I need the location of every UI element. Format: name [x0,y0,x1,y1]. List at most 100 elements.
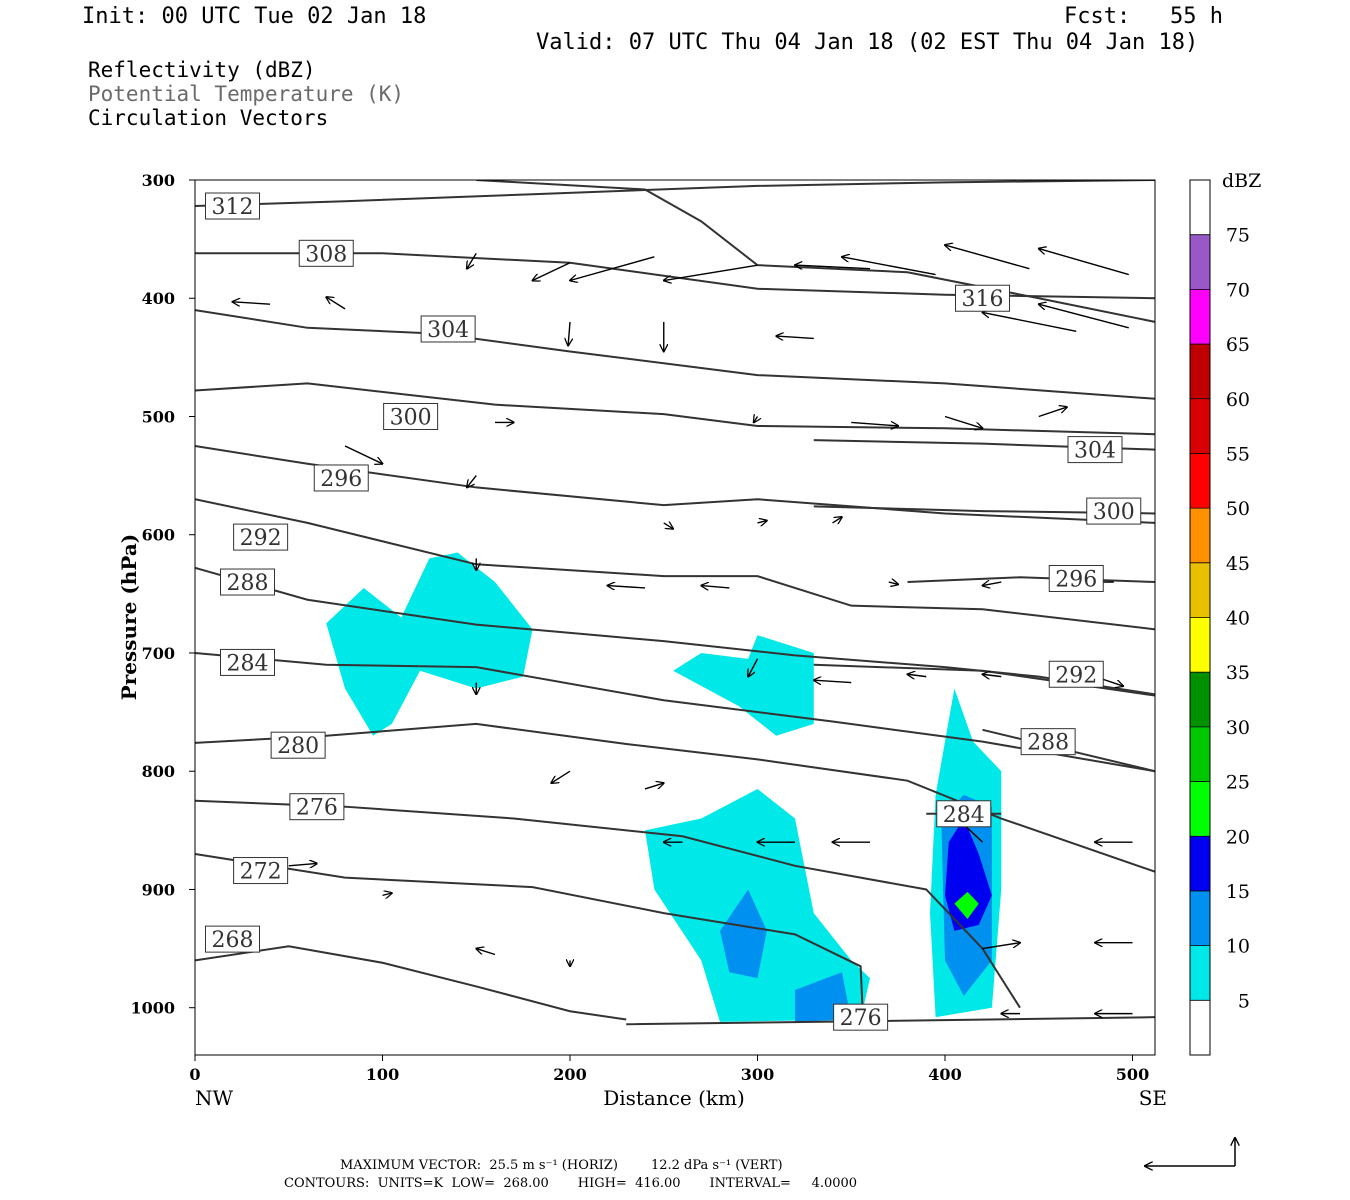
circulation-vector-8 [983,312,1077,333]
colorbar-level-25: 25 [1226,772,1250,794]
y-axis-label: Pressure (hPa) [117,534,141,701]
colorbar-bin-3 [1190,836,1210,891]
theta-label-8: 292 [233,523,289,551]
theta-contour-15 [195,799,1021,1009]
circulation-vector-33 [814,680,852,682]
theta-contour-17 [195,852,864,1008]
theta-label-14: 280 [270,731,326,759]
colorbar-level-60: 60 [1226,389,1250,411]
circulation-vector-35 [983,674,1002,676]
colorbar-level-20: 20 [1226,826,1250,848]
svg-text:268: 268 [212,928,254,953]
svg-text:316: 316 [962,287,1004,312]
y-tick-800: 800 [142,762,175,781]
svg-text:312: 312 [212,195,254,220]
colorbar-bin-2 [1190,890,1210,946]
circulation-vector-37 [644,783,664,790]
max-vector-note: MAXIMUM VECTOR: 25.5 m s⁻¹ (HORIZ) 12.2 … [340,1158,783,1173]
circulation-vector-24 [832,517,842,523]
svg-text:284: 284 [227,651,269,676]
theta-label-4: 300 [383,402,439,430]
colorbar-level-55: 55 [1226,443,1250,465]
circulation-vector-17 [851,422,898,426]
circulation-vector-11 [233,302,271,304]
theta-contour-2 [476,180,1155,323]
colorbar-level-70: 70 [1226,279,1250,301]
theta-label-17: 272 [233,857,289,885]
theta-label-19: 276 [833,1003,889,1031]
svg-text:272: 272 [240,860,282,885]
x-tick-200: 200 [553,1065,586,1084]
colorbar-bin-7 [1190,617,1210,673]
colorbar-level-10: 10 [1226,936,1250,958]
colorbar-level-45: 45 [1226,553,1250,575]
colorbar-bin-11 [1190,398,1210,454]
colorbar-bin-9 [1190,508,1210,563]
theta-label-3: 304 [420,315,476,343]
svg-text:276: 276 [840,1006,882,1031]
theta-label-7: 300 [1086,497,1142,525]
colorbar-level-5: 5 [1238,990,1250,1012]
reference-vector-icon [1145,1138,1235,1166]
x-tick-400: 400 [928,1065,961,1084]
circulation-vector-18 [944,415,983,428]
svg-text:300: 300 [390,405,432,430]
reflectivity-area-8 [954,891,979,920]
colorbar-level-30: 30 [1226,717,1250,739]
circulation-vector-34 [908,674,927,676]
circulation-vector-26 [608,586,646,588]
legend-reflectivity: Reflectivity (dBZ) [88,58,316,82]
colorbar-bin-5 [1190,726,1210,782]
theta-label-0: 312 [205,192,260,220]
colorbar-bin-0 [1190,1000,1210,1055]
circulation-vector-29 [983,582,1002,586]
theta-label-11: 292 [1048,660,1104,688]
circulation-vector-1 [570,256,655,281]
circulation-vector-3 [795,265,871,269]
legend-potential-temperature: Potential Temperature (K) [88,82,405,106]
svg-text:292: 292 [1055,663,1097,688]
y-tick-500: 500 [142,407,175,426]
svg-text:280: 280 [277,734,319,759]
vectors-layer [233,245,1133,1014]
circulation-vector-19 [1038,407,1067,418]
colorbar-bin-14 [1190,234,1210,290]
theta-label-9: 296 [1048,564,1104,592]
y-tick-300: 300 [142,171,175,190]
reflectivity-area-3 [720,889,767,979]
y-tick-600: 600 [142,526,175,545]
circulation-vector-49 [382,893,392,895]
colorbar-bin-8 [1190,562,1210,618]
circulation-vector-15 [754,416,758,422]
svg-text:284: 284 [943,803,985,828]
axes-layer: 0 100 200 300 400 500 300 400 500 600 700 800 900 100… [117,171,1167,1110]
colorbar-bin-12 [1190,344,1210,399]
theta-contour-18 [195,945,627,1021]
colorbar-level-75: 75 [1226,225,1250,247]
theta-label-10: 288 [220,568,275,596]
contours-note: CONTOURS: UNITS=K LOW= 268.00 HIGH= 416.… [284,1176,858,1191]
theta-contour-6 [195,445,1155,524]
theta-contour-9 [907,576,1155,584]
colorbar-bin-6 [1190,672,1210,727]
circulation-vector-10 [326,297,346,310]
y-tick-400: 400 [142,289,175,308]
theta-contour-8 [195,498,1155,631]
circulation-vector-2 [664,264,758,280]
theta-label-2: 316 [955,284,1010,312]
colorbar-bin-10 [1190,453,1210,509]
colorbar-bin-4 [1190,781,1210,837]
theta-contours-layer [195,180,1155,1026]
circulation-vector-14 [568,321,570,346]
svg-text:300: 300 [1093,500,1135,525]
colorbar-level-50: 50 [1226,498,1250,520]
colorbar: 5 10 15 20 25 30 35 40 45 50 55 60 65 70 75 dBZ [1189,170,1261,1056]
circulation-vector-50 [476,949,496,956]
svg-text:308: 308 [305,242,347,267]
reflectivity-area-0 [326,552,533,736]
theta-label-18: 268 [205,925,260,953]
circulation-vector-12 [467,252,477,268]
circulation-vector-20 [344,445,383,464]
svg-text:304: 304 [427,318,469,343]
